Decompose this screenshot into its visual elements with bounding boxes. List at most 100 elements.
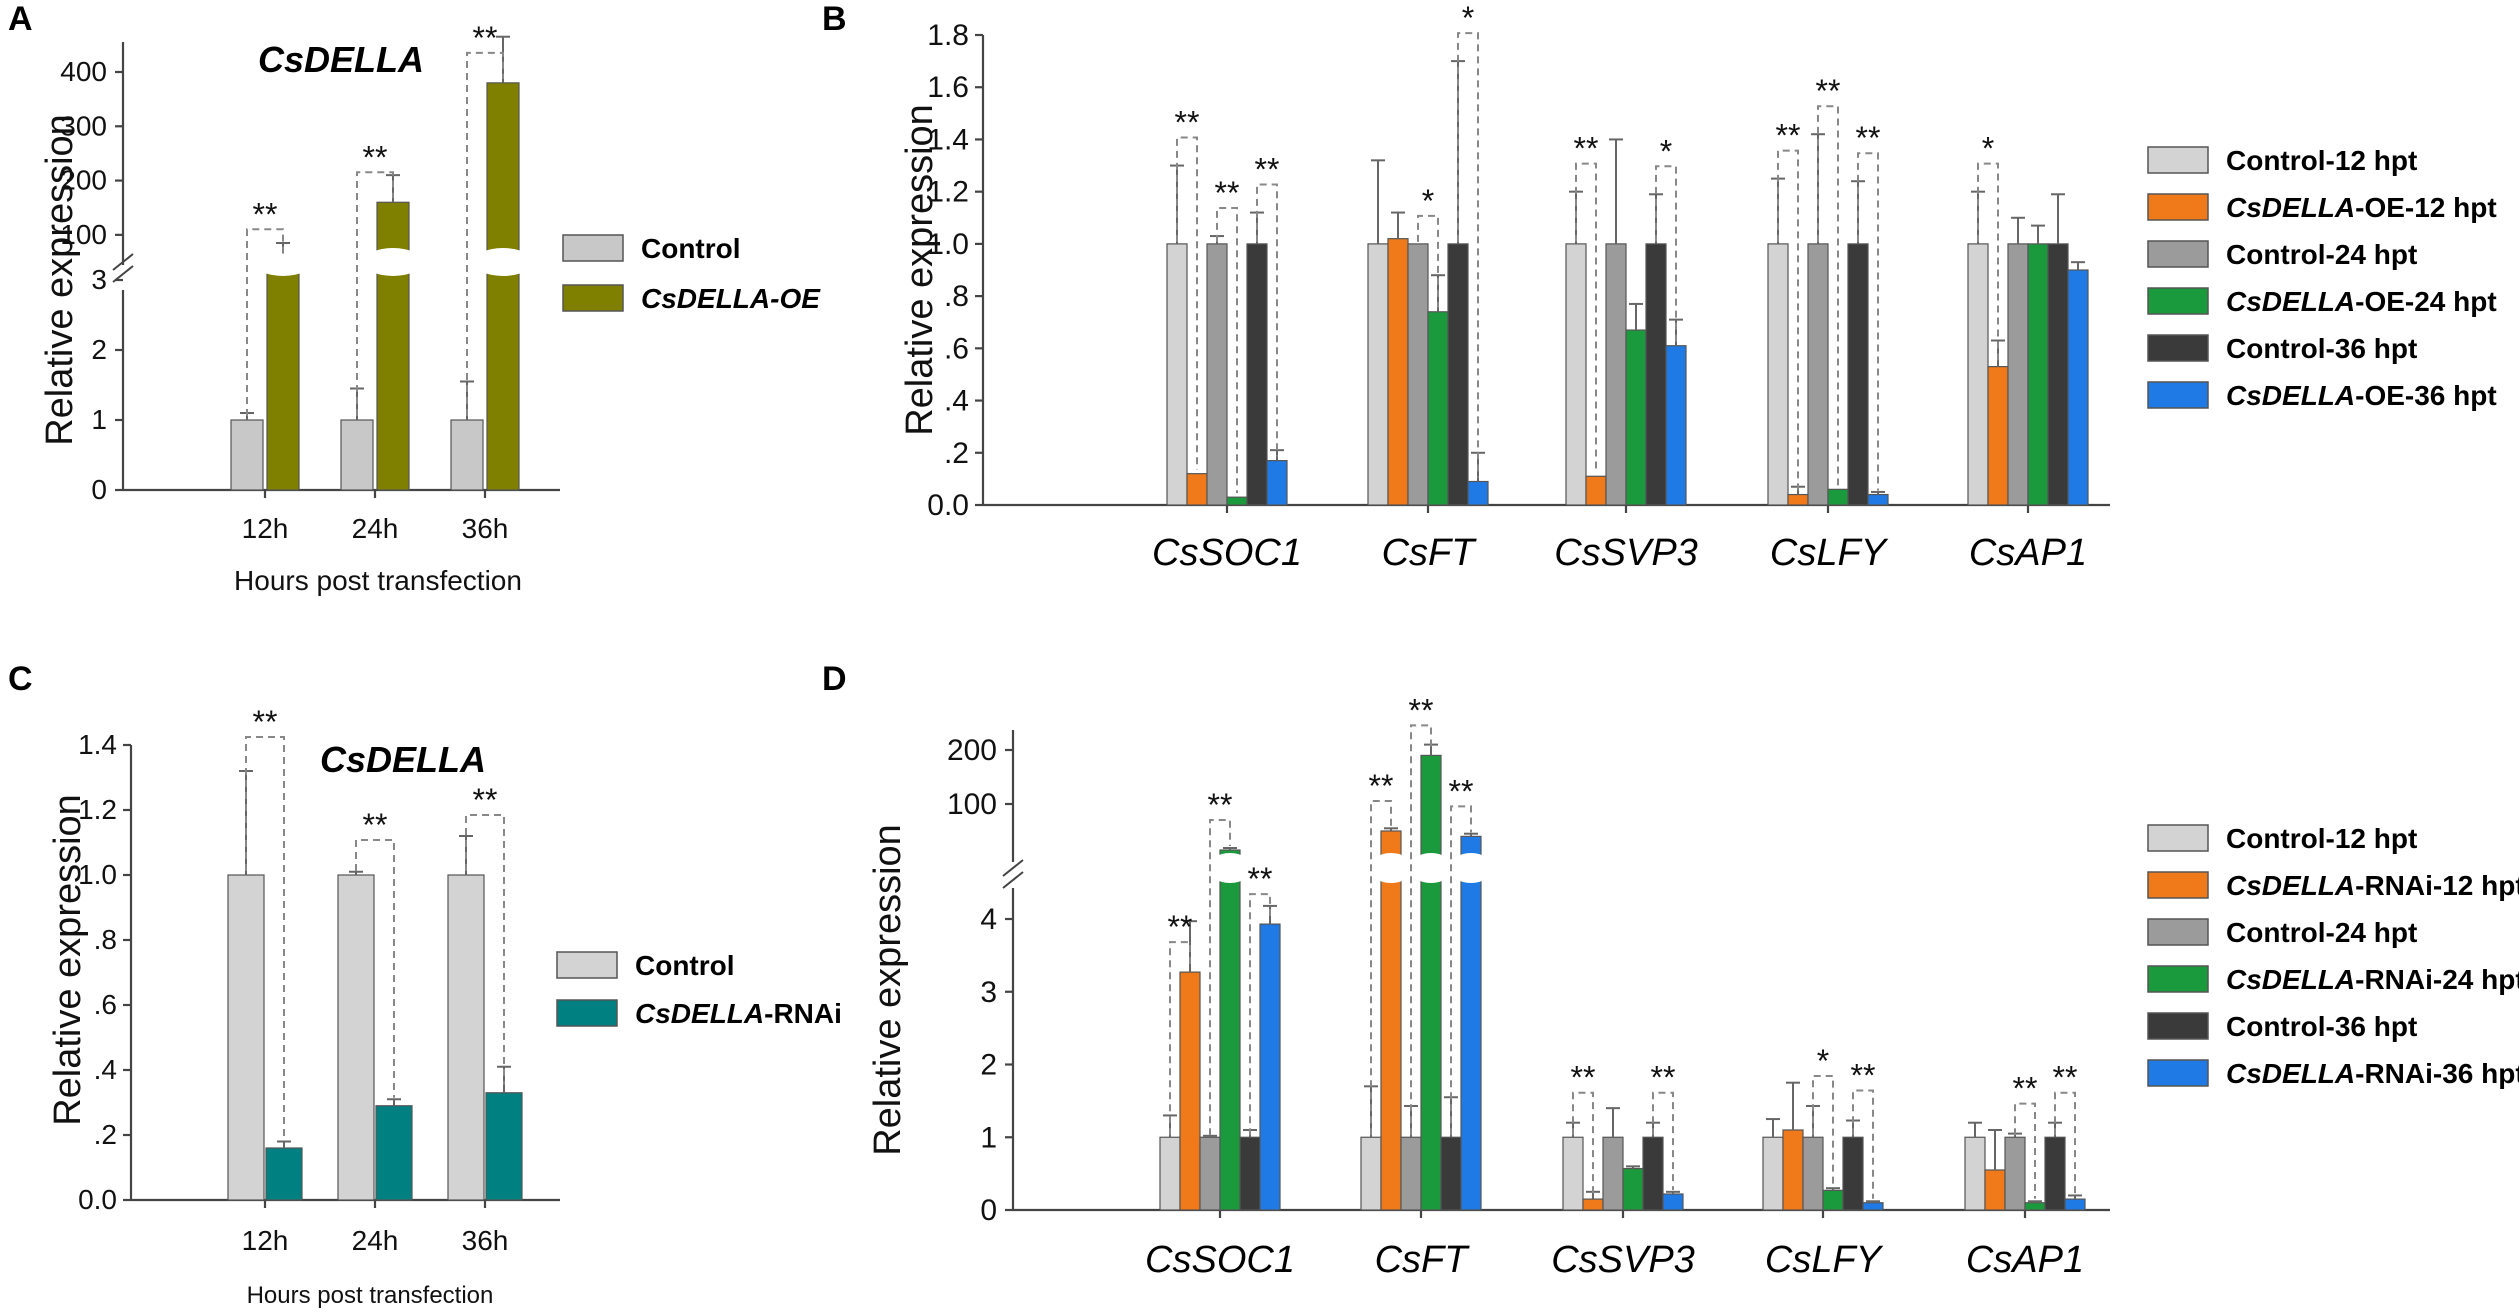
b-yticklabel-5: 1.0 — [927, 228, 969, 261]
c-yticklabel-4: .8 — [94, 924, 117, 955]
b-sig-3-0-bracket — [1777, 149, 1799, 491]
b-sig-3-1-label: ** — [1816, 73, 1841, 109]
d-bar-break-1-3 — [1409, 853, 1453, 883]
c-yticklabel-7: 1.4 — [78, 729, 117, 760]
a-yticklabel-3: 3 — [91, 264, 107, 295]
b-sig-0-1-label: ** — [1215, 175, 1240, 211]
d-bar-break-0-3 — [1208, 853, 1252, 883]
c-xticklabel-1: 24h — [352, 1225, 399, 1256]
d-legend-text-2: Control-24 hpt — [2226, 917, 2417, 948]
d-sig-2-2-bracket — [1652, 1091, 1674, 1190]
b-legend-text-5: CsDELLA-OE-36 hpt — [2226, 380, 2497, 411]
a-xticklabel-0: 12h — [242, 513, 289, 544]
a-yticklabel-0: 0 — [91, 474, 107, 505]
d-legend-text-4: Control-36 hpt — [2226, 1011, 2417, 1042]
c-yticklabel-0: 0.0 — [78, 1184, 117, 1215]
c-xticklabel-0: 12h — [242, 1225, 289, 1256]
d-bar-4-5 — [2064, 1198, 2086, 1211]
a-sig-0-bracket — [246, 228, 284, 416]
b-legend-text-3: CsDELLA-OE-24 hpt — [2226, 286, 2497, 317]
d-bar-2-1 — [1582, 1198, 1604, 1211]
d-bar-3-0 — [1762, 1136, 1784, 1211]
c-legend-text-0: Control — [635, 950, 735, 981]
b-yticklabel-8: 1.6 — [927, 71, 969, 104]
panel-b-ylabel: Relative expression — [899, 104, 941, 436]
d-sig-4-2-label: ** — [2053, 1060, 2078, 1096]
panel-c-xlabel: Hours post transfection — [247, 1282, 494, 1309]
d-sig-1-2-label: ** — [1449, 773, 1474, 809]
d-bar-0-1 — [1179, 971, 1201, 1211]
c-sig-2-bracket — [465, 814, 505, 1085]
b-legend-swatch-4 — [2147, 334, 2209, 362]
panel-d-ylabel: Relative expression — [867, 824, 909, 1156]
b-sig-0-2-label: ** — [1255, 152, 1280, 188]
d-bar-3-2 — [1802, 1136, 1824, 1211]
c-yticklabel-6: 1.2 — [78, 794, 117, 825]
d-bar-4-2 — [2004, 1136, 2026, 1211]
b-gene-label-1: CsFT — [1382, 532, 1478, 574]
panel-b-chart: 0.0.2.4.6.81.01.21.41.61.8CsSOC1******Cs… — [927, 0, 2496, 574]
d-sig-1-1-bracket — [1410, 724, 1432, 1136]
b-sig-0-2-bracket — [1256, 183, 1278, 457]
d-bar-break-1-5 — [1449, 853, 1493, 883]
b-bar-2-5 — [1665, 345, 1687, 506]
panel-c-ylabel: Relative expression — [47, 794, 89, 1126]
b-legend-swatch-0 — [2147, 146, 2209, 174]
b-sig-2-0-label: ** — [1574, 131, 1599, 167]
a-sig-1-label: ** — [363, 139, 388, 175]
d-sig-2-0-label: ** — [1571, 1060, 1596, 1096]
a-legend-text-0: Control — [641, 233, 741, 264]
a-legend-swatch-0 — [562, 234, 624, 262]
d-bar-break-1-1 — [1369, 853, 1413, 883]
a-yticklabel-400: 400 — [60, 56, 107, 87]
panel-label-d: D — [822, 660, 847, 698]
c-bar-rnai-2 — [485, 1092, 523, 1201]
b-yticklabel-4: .8 — [944, 280, 969, 313]
b-bar-1-3 — [1427, 311, 1449, 506]
b-bar-4-4 — [2047, 243, 2069, 506]
d-gene-label-3: CsLFY — [1765, 1239, 1884, 1281]
d-bar-2-0 — [1562, 1136, 1584, 1211]
a-bar-control-1 — [340, 419, 374, 491]
d-gene-label-1: CsFT — [1375, 1239, 1471, 1281]
c-sig-1-label: ** — [363, 807, 388, 843]
a-legend-text-1: CsDELLA-OE — [641, 283, 821, 314]
b-bar-0-2 — [1206, 243, 1228, 506]
a-bar-control-2 — [450, 419, 484, 491]
c-legend-text-1: CsDELLA-RNAi — [635, 998, 842, 1029]
a-xticklabel-2: 36h — [462, 513, 509, 544]
d-sig-0-2-label: ** — [1248, 861, 1273, 897]
d-bar-0-0 — [1159, 1136, 1181, 1211]
d-sig-1-0-label: ** — [1369, 768, 1394, 804]
b-yticklabel-9: 1.8 — [927, 19, 969, 52]
c-yticklabel-2: .4 — [94, 1054, 117, 1085]
d-sig-4-2-bracket — [2054, 1091, 2076, 1196]
b-legend-swatch-2 — [2147, 240, 2209, 268]
a-yticklabel-200: 200 — [60, 165, 107, 196]
a-sig-0-label: ** — [253, 196, 278, 232]
d-sig-4-1-bracket — [2014, 1102, 2036, 1199]
d-legend-swatch-4 — [2147, 1012, 2209, 1040]
d-sig-0-0-label: ** — [1168, 909, 1193, 945]
c-sig-2-label: ** — [473, 782, 498, 818]
b-legend-text-4: Control-36 hpt — [2226, 333, 2417, 364]
d-bar-3-3 — [1822, 1189, 1844, 1211]
c-legend-swatch-1 — [556, 999, 618, 1027]
b-sig-2-2-bracket — [1655, 165, 1677, 342]
b-bar-3-3 — [1827, 488, 1849, 506]
d-bar-2-4 — [1642, 1136, 1664, 1211]
a-bar-break-1 — [363, 248, 423, 276]
d-bar-1-5 — [1460, 835, 1482, 1211]
panel-a-title: CsDELLA — [258, 39, 424, 80]
b-sig-3-2-bracket — [1857, 152, 1879, 491]
a-bar-control-0 — [230, 419, 264, 491]
d-bar-2-5 — [1662, 1193, 1684, 1211]
b-bar-2-4 — [1645, 243, 1667, 506]
d-bar-1-1 — [1380, 830, 1402, 1211]
d-sig-2-2-label: ** — [1651, 1060, 1676, 1096]
d-bar-1-4 — [1440, 1136, 1462, 1211]
panel-c-title: CsDELLA — [320, 739, 486, 780]
d-sig-4-1-label: ** — [2013, 1071, 2038, 1107]
d-sig-2-0-bracket — [1572, 1091, 1594, 1196]
b-bar-3-4 — [1847, 243, 1869, 506]
